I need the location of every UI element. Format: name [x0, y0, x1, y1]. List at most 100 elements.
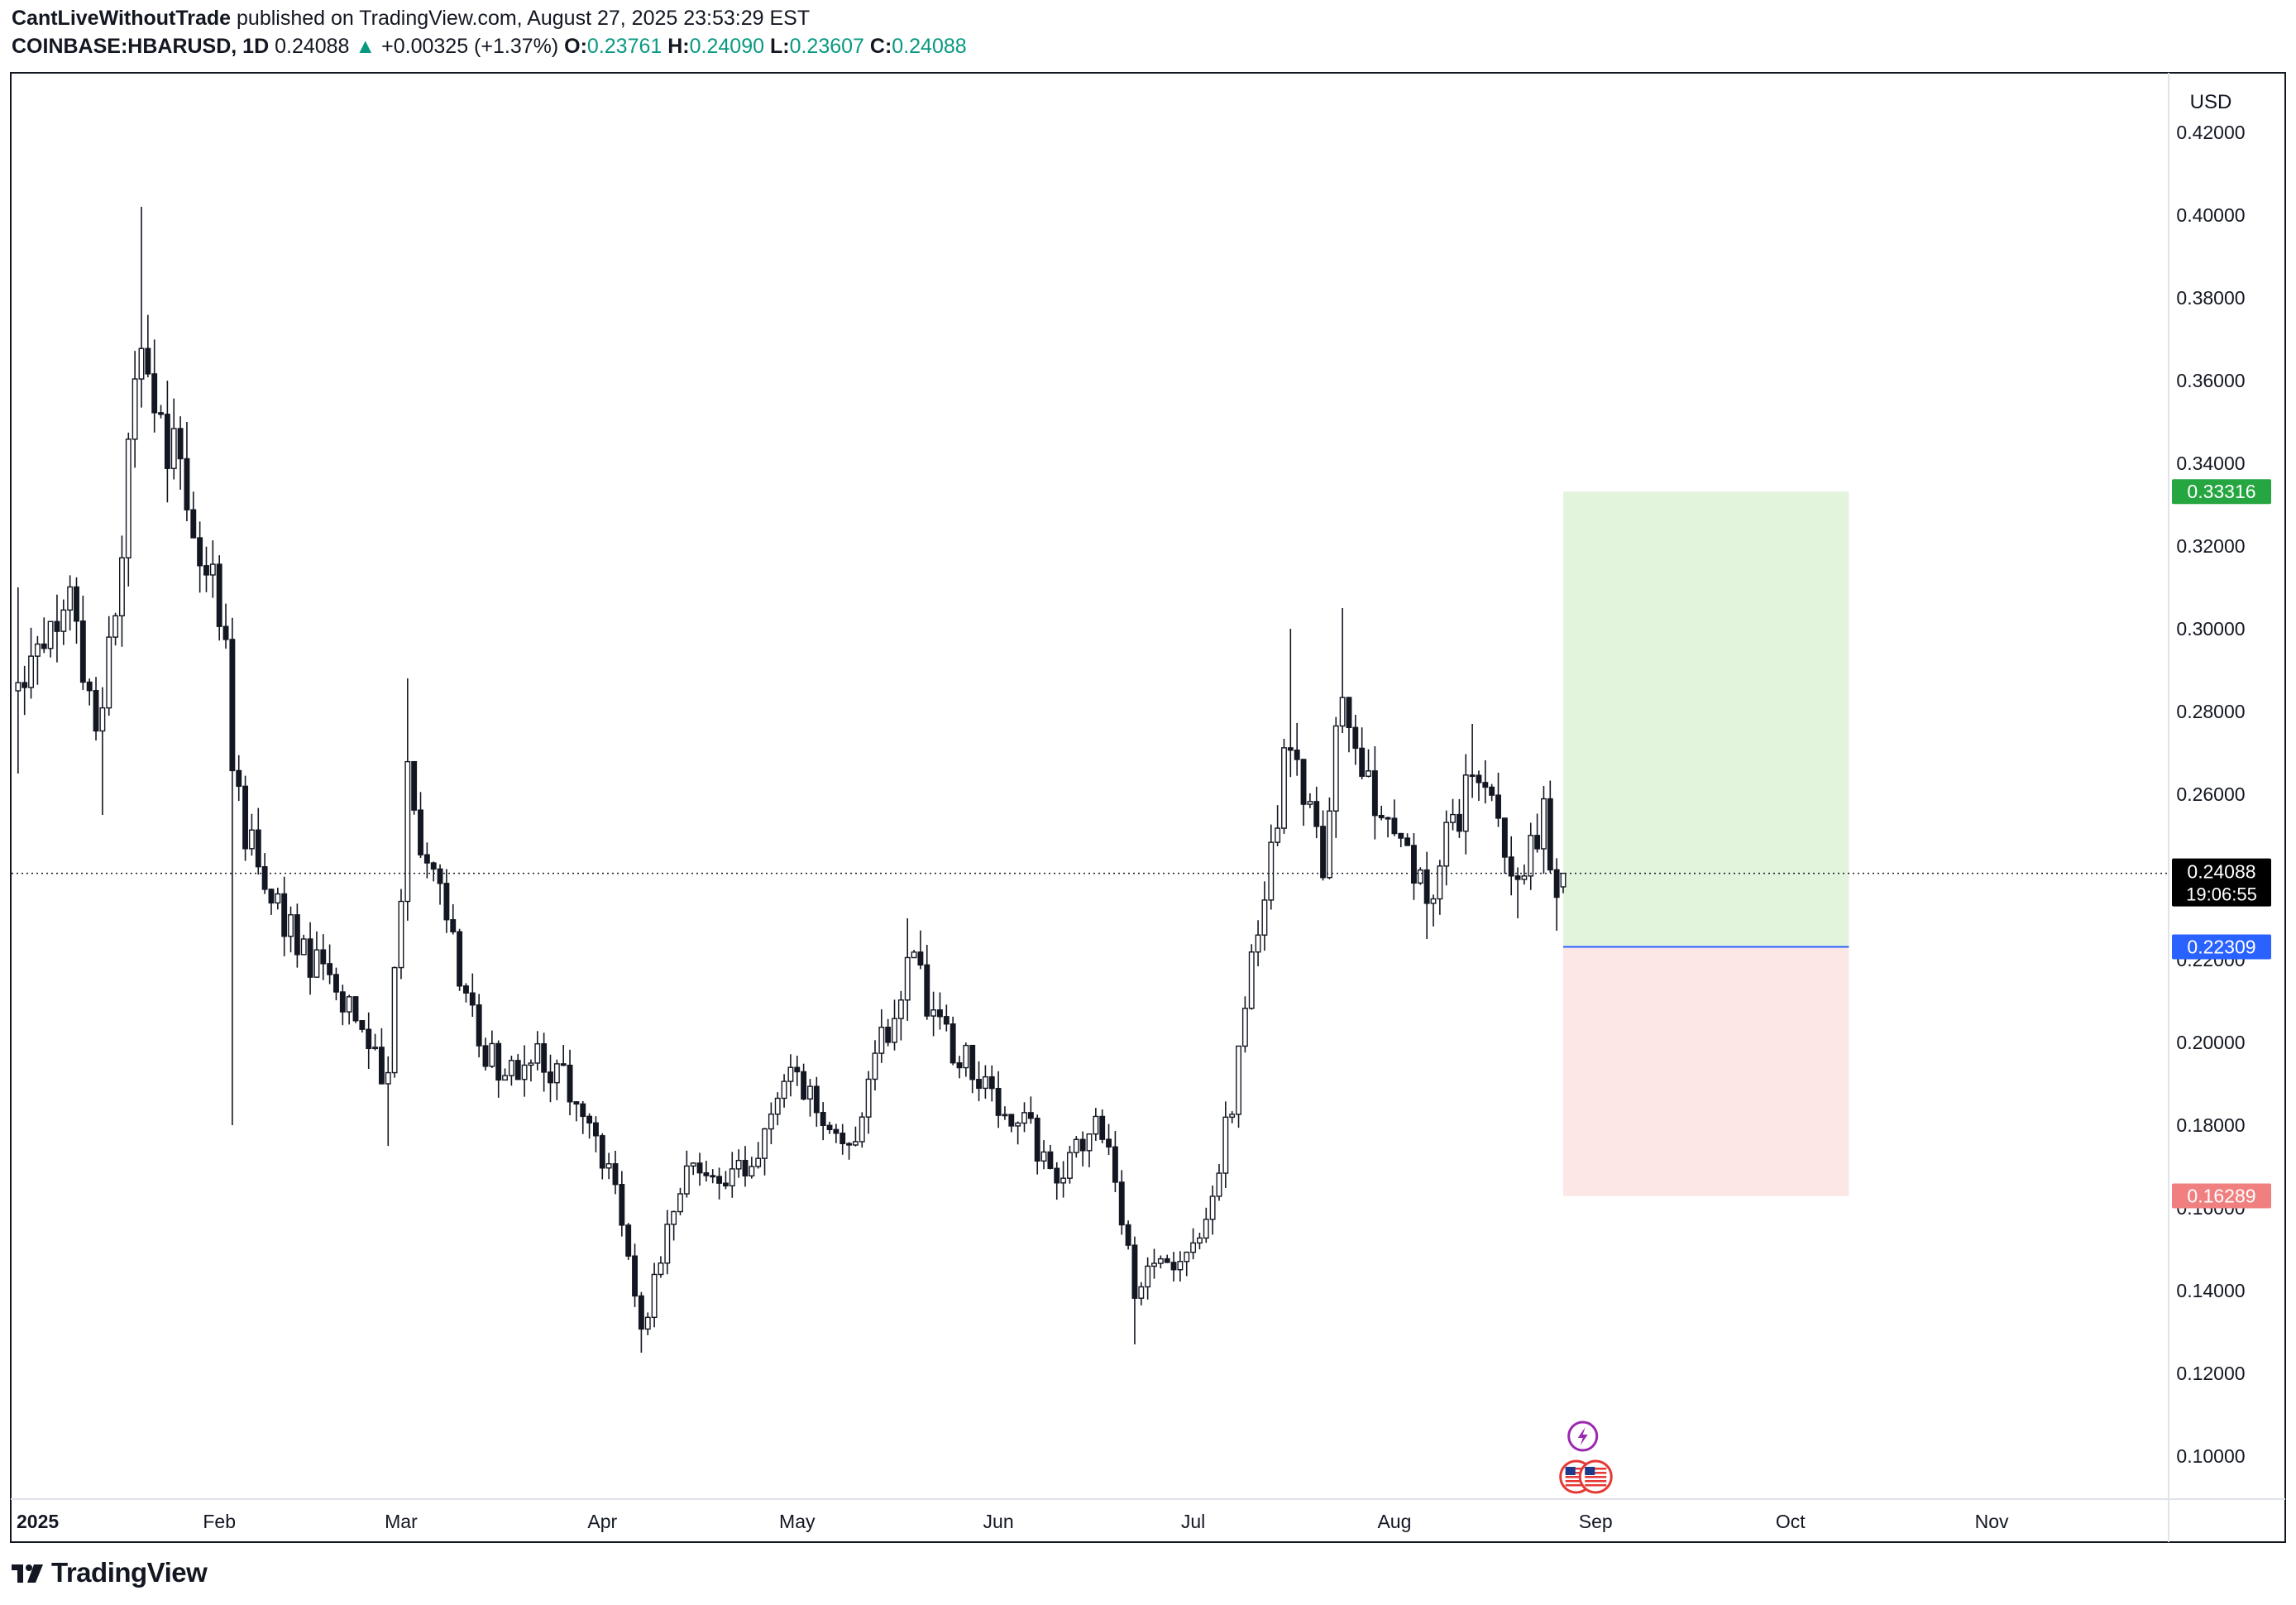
candle-body	[1177, 1261, 1184, 1271]
candle-body	[333, 974, 339, 993]
candle-body	[1164, 1258, 1170, 1263]
candle-body	[1528, 835, 1534, 877]
symbol-name[interactable]: COINBASE:HBARUSD, 1D	[12, 35, 270, 58]
candle-body	[1332, 725, 1339, 812]
candles-group	[15, 207, 1567, 1353]
time-axis[interactable]: 2025 Feb Mar Apr May Jun Jul Aug Sep Oct Nov	[17, 1511, 2009, 1532]
candle-body	[307, 938, 313, 978]
candle-body	[145, 347, 151, 375]
profit-zone[interactable]	[1563, 491, 1849, 947]
candle-body	[1112, 1146, 1118, 1183]
candle-body	[1073, 1138, 1079, 1153]
candle-body	[1326, 810, 1332, 879]
last-price: 0.24088	[275, 35, 350, 58]
candle-body	[651, 1273, 658, 1319]
candle-body	[106, 636, 112, 709]
candle-body	[885, 1026, 892, 1043]
candle-body	[1093, 1115, 1099, 1135]
candle-body	[1398, 832, 1404, 839]
candle-body	[548, 1071, 553, 1084]
candle-body	[132, 378, 138, 440]
ohlc-open-value: 0.23761	[586, 35, 662, 58]
candle-body	[1307, 801, 1313, 805]
x-tick-label: Feb	[203, 1511, 236, 1532]
us-flag-icon	[1565, 1484, 1587, 1487]
candle-body	[1469, 774, 1476, 778]
candle-body	[411, 760, 418, 811]
candle-body	[664, 1224, 671, 1264]
candle-body	[15, 682, 22, 692]
target-price-label: 0.33316	[2187, 481, 2255, 502]
candle-body	[1294, 750, 1300, 760]
x-tick-label: 2025	[17, 1511, 59, 1532]
x-tick-label: Sep	[1579, 1511, 1613, 1532]
candle-body	[586, 1115, 593, 1124]
candle-body	[190, 509, 197, 539]
candle-body	[534, 1043, 541, 1064]
candle-body	[1385, 817, 1391, 820]
candle-body	[1060, 1177, 1067, 1184]
candle-body	[1151, 1262, 1157, 1267]
candle-body	[852, 1141, 859, 1146]
x-tick-label: Aug	[1377, 1511, 1411, 1532]
candle-body	[476, 1004, 482, 1047]
us-flag-icon	[1585, 1476, 1607, 1478]
currency-label[interactable]: USD	[2190, 91, 2232, 113]
candle-body	[826, 1124, 833, 1131]
candle-body	[339, 991, 346, 1013]
candle-body	[1534, 835, 1541, 850]
x-tick-label: Oct	[1776, 1511, 1806, 1532]
candle-body	[158, 412, 164, 415]
y-tick-label: 0.20000	[2176, 1032, 2245, 1053]
candle-body	[359, 1020, 366, 1030]
candle-body	[86, 681, 93, 692]
candle-body	[768, 1113, 774, 1130]
x-tick-label: Nov	[1975, 1511, 2009, 1532]
candle-body	[457, 931, 463, 987]
candle-body	[1184, 1251, 1190, 1262]
candle-body	[976, 1079, 983, 1090]
candle-body	[222, 625, 229, 640]
candle-body	[1300, 759, 1307, 805]
candle-body	[1378, 814, 1385, 819]
candle-body	[1281, 747, 1287, 829]
candle-body	[716, 1176, 723, 1184]
candle-body	[612, 1163, 619, 1186]
candle-body	[248, 829, 255, 850]
candle-body	[391, 966, 398, 1074]
candle-body	[1275, 827, 1281, 843]
candle-body	[813, 1085, 820, 1114]
candle-body	[443, 883, 450, 921]
candle-body	[749, 1166, 755, 1176]
candle-body	[437, 868, 443, 884]
candle-body	[573, 1101, 580, 1105]
candle-body	[1521, 875, 1528, 880]
candle-body	[787, 1066, 794, 1082]
candle-body	[327, 963, 333, 975]
candle-body	[313, 949, 320, 978]
candle-body	[1131, 1244, 1138, 1299]
price-axis[interactable]: USD 0.42000 0.40000 0.38000 0.36000 0.34000 0…	[2176, 91, 2245, 1467]
y-tick-label: 0.40000	[2176, 204, 2245, 226]
candle-body	[430, 862, 437, 870]
candle-body	[1547, 798, 1553, 871]
candle-body	[904, 956, 911, 1001]
candle-body	[1417, 869, 1423, 884]
candle-body	[560, 1063, 567, 1066]
candle-body	[177, 428, 184, 460]
candle-body	[839, 1133, 846, 1144]
candle-body	[781, 1080, 787, 1100]
candle-body	[229, 639, 236, 772]
ohlc-close-label: C:	[869, 35, 892, 58]
author-name[interactable]: CantLiveWithoutTrade	[12, 7, 232, 30]
candle-body	[184, 458, 190, 510]
candle-body	[1320, 826, 1327, 879]
loss-zone[interactable]	[1563, 946, 1849, 1196]
candle-body	[151, 373, 158, 414]
candle-body	[528, 1062, 534, 1066]
candle-body	[404, 760, 411, 903]
candle-body	[1287, 747, 1294, 751]
candle-body	[690, 1162, 696, 1167]
candle-body	[567, 1064, 573, 1103]
